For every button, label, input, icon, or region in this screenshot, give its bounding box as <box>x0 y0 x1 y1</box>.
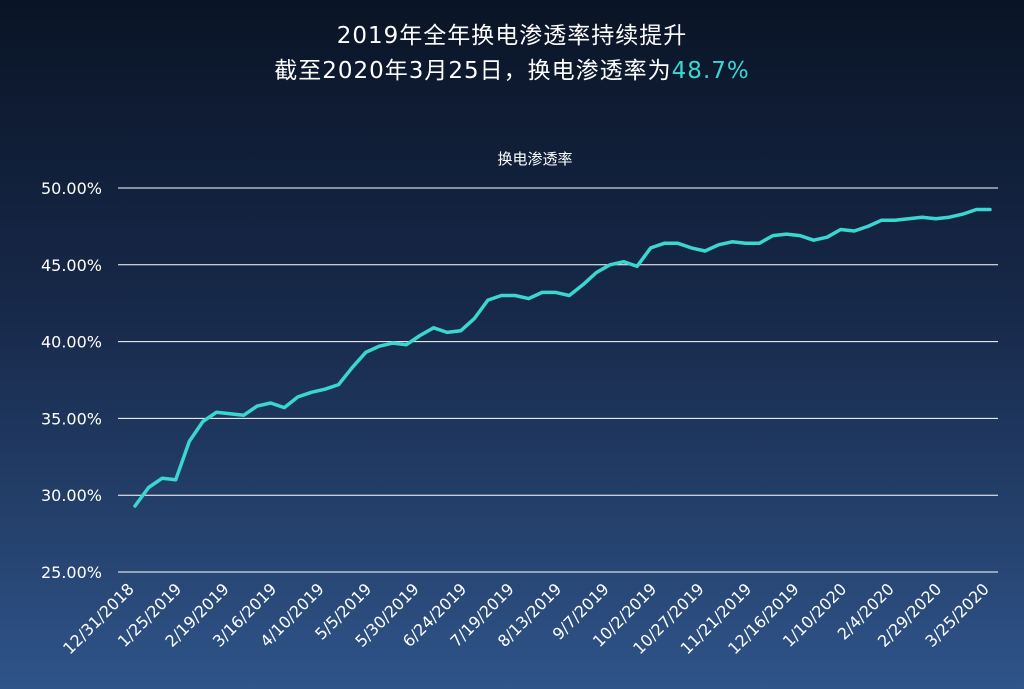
y-tick-label: 40.00% <box>41 333 102 352</box>
subheadline: 截至2020年3月25日，换电渗透率为48.7% <box>0 51 1024 85</box>
penetration-value: 48.7% <box>671 58 750 84</box>
y-tick-label: 50.00% <box>41 179 102 198</box>
headline: 2019年全年换电渗透率持续提升 <box>336 23 688 49</box>
y-tick-label: 45.00% <box>41 256 102 275</box>
y-axis: 25.00% 30.00% 35.00% 40.00% 45.00% 50.00% <box>41 179 102 582</box>
gridlines <box>118 187 998 573</box>
chart-title: 换电渗透率 <box>497 150 572 168</box>
x-axis: 12/31/20181/25/20192/19/20193/16/20194/1… <box>59 579 993 658</box>
series-group <box>133 207 992 508</box>
y-tick-label: 30.00% <box>41 486 102 505</box>
y-tick-label: 35.00% <box>41 409 102 428</box>
penetration-rate-line <box>133 207 992 508</box>
subheadline-text: 截至2020年3月25日，换电渗透率为 <box>274 58 672 84</box>
y-tick-label: 25.00% <box>41 563 102 582</box>
